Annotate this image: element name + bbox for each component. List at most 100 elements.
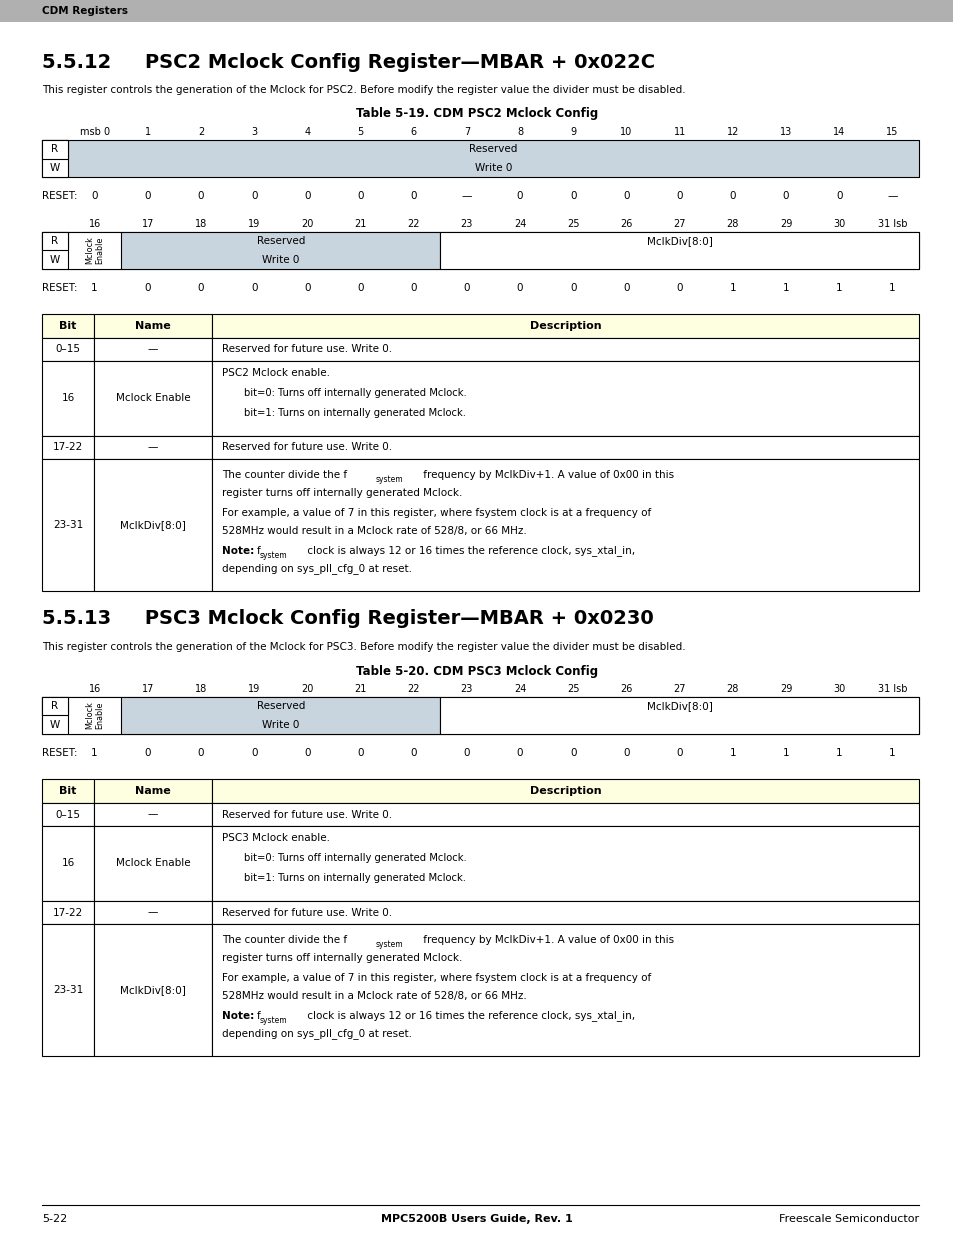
Bar <box>42 232 918 269</box>
Text: msb 0: msb 0 <box>79 127 110 137</box>
Text: 0: 0 <box>622 191 629 201</box>
Text: 9: 9 <box>570 127 576 137</box>
Text: clock is always 12 or 16 times the reference clock, sys_xtal_in,: clock is always 12 or 16 times the refer… <box>304 546 635 557</box>
Text: This register controls the generation of the Mclock for PSC3. Before modify the : This register controls the generation of… <box>42 642 685 652</box>
Text: 25: 25 <box>566 219 578 228</box>
Bar <box>42 232 68 251</box>
Bar <box>42 697 918 734</box>
Text: 22: 22 <box>407 684 419 694</box>
Bar <box>440 715 918 734</box>
Text: 16: 16 <box>61 858 74 868</box>
Text: 0: 0 <box>357 283 363 293</box>
Text: 0: 0 <box>197 191 204 201</box>
Text: Note:: Note: <box>222 546 257 556</box>
Text: 6: 6 <box>410 127 416 137</box>
Text: 19: 19 <box>248 219 260 228</box>
Bar <box>42 924 94 1056</box>
Text: —: — <box>148 442 158 452</box>
Text: 10: 10 <box>619 127 632 137</box>
Text: Table 5-19. CDM PSC2 Mclock Config: Table 5-19. CDM PSC2 Mclock Config <box>355 107 598 121</box>
Bar <box>42 140 68 177</box>
Text: 21: 21 <box>354 684 366 694</box>
Text: 0: 0 <box>622 283 629 293</box>
Text: 14: 14 <box>832 127 844 137</box>
Text: 26: 26 <box>619 219 632 228</box>
Text: 0: 0 <box>357 748 363 758</box>
Text: Reserved: Reserved <box>256 236 305 246</box>
Bar <box>94 779 212 803</box>
Text: 0: 0 <box>622 748 629 758</box>
Text: depending on sys_pll_cfg_0 at reset.: depending on sys_pll_cfg_0 at reset. <box>222 1029 412 1040</box>
Text: Reserved: Reserved <box>469 144 517 154</box>
Text: R: R <box>51 236 58 246</box>
Text: bit=1: Turns on internally generated Mclock.: bit=1: Turns on internally generated Mcl… <box>244 408 465 417</box>
Text: 0: 0 <box>676 283 682 293</box>
Text: Write 0: Write 0 <box>262 720 299 730</box>
Text: 0: 0 <box>304 748 311 758</box>
Text: Mclock Enable: Mclock Enable <box>115 394 190 404</box>
Bar <box>42 251 68 269</box>
Bar <box>42 140 68 158</box>
Text: 27: 27 <box>673 219 685 228</box>
Text: 11: 11 <box>673 127 685 137</box>
Bar <box>94 361 212 436</box>
Text: 0: 0 <box>463 283 470 293</box>
Text: 29: 29 <box>779 684 791 694</box>
Text: bit=0: Turns off internally generated Mclock.: bit=0: Turns off internally generated Mc… <box>244 853 466 863</box>
Text: 22: 22 <box>407 219 419 228</box>
Text: 528MHz would result in a Mclock rate of 528/8, or 66 MHz.: 528MHz would result in a Mclock rate of … <box>222 526 526 536</box>
Text: bit=1: Turns on internally generated Mclock.: bit=1: Turns on internally generated Mcl… <box>244 873 465 883</box>
Bar <box>212 924 918 1056</box>
Text: —: — <box>461 191 472 201</box>
Text: 18: 18 <box>194 684 207 694</box>
Text: 24: 24 <box>514 684 526 694</box>
Text: 0: 0 <box>410 283 416 293</box>
Text: 31 lsb: 31 lsb <box>877 684 906 694</box>
Bar <box>42 715 68 734</box>
Text: MPC5200B Users Guide, Rev. 1: MPC5200B Users Guide, Rev. 1 <box>381 1214 572 1224</box>
Text: 1: 1 <box>729 283 736 293</box>
Text: MclkDiv[8:0]: MclkDiv[8:0] <box>120 520 186 530</box>
Text: 26: 26 <box>619 684 632 694</box>
Text: 0: 0 <box>197 748 204 758</box>
Text: 0: 0 <box>197 283 204 293</box>
Text: 17: 17 <box>141 684 153 694</box>
Text: depending on sys_pll_cfg_0 at reset.: depending on sys_pll_cfg_0 at reset. <box>222 563 412 574</box>
Text: 1: 1 <box>835 748 841 758</box>
Bar <box>212 436 918 459</box>
Text: 1: 1 <box>781 283 788 293</box>
Text: 5.5.13     PSC3 Mclock Config Register—MBAR + 0x0230: 5.5.13 PSC3 Mclock Config Register—MBAR … <box>42 610 653 629</box>
Text: 0: 0 <box>570 283 576 293</box>
Bar <box>42 697 68 715</box>
Text: 20: 20 <box>301 684 314 694</box>
Text: Name: Name <box>135 321 171 331</box>
Bar <box>440 232 918 251</box>
Bar <box>212 826 918 902</box>
Text: 17: 17 <box>141 219 153 228</box>
Text: f: f <box>256 546 260 556</box>
Bar <box>68 697 121 734</box>
Text: MclkDiv[8:0]: MclkDiv[8:0] <box>120 986 186 995</box>
Bar <box>440 697 918 734</box>
Bar <box>94 803 212 826</box>
Text: 5-22: 5-22 <box>42 1214 67 1224</box>
Bar <box>94 902 212 924</box>
Text: Reserved for future use. Write 0.: Reserved for future use. Write 0. <box>222 809 392 820</box>
Text: 23: 23 <box>460 219 473 228</box>
Text: 0: 0 <box>676 191 682 201</box>
Bar <box>42 338 94 361</box>
Text: Bit: Bit <box>59 321 76 331</box>
Text: 1: 1 <box>888 748 895 758</box>
Bar <box>42 826 94 902</box>
Bar <box>94 459 212 592</box>
Text: 17-22: 17-22 <box>52 908 83 918</box>
Text: 1: 1 <box>91 283 98 293</box>
Text: system: system <box>260 551 287 559</box>
Text: Description: Description <box>529 785 600 797</box>
Text: 5: 5 <box>357 127 363 137</box>
Text: 1: 1 <box>781 748 788 758</box>
Bar <box>440 697 918 715</box>
Text: system: system <box>375 475 403 484</box>
Text: 0–15: 0–15 <box>55 809 80 820</box>
Text: bit=0: Turns off internally generated Mclock.: bit=0: Turns off internally generated Mc… <box>244 388 466 398</box>
